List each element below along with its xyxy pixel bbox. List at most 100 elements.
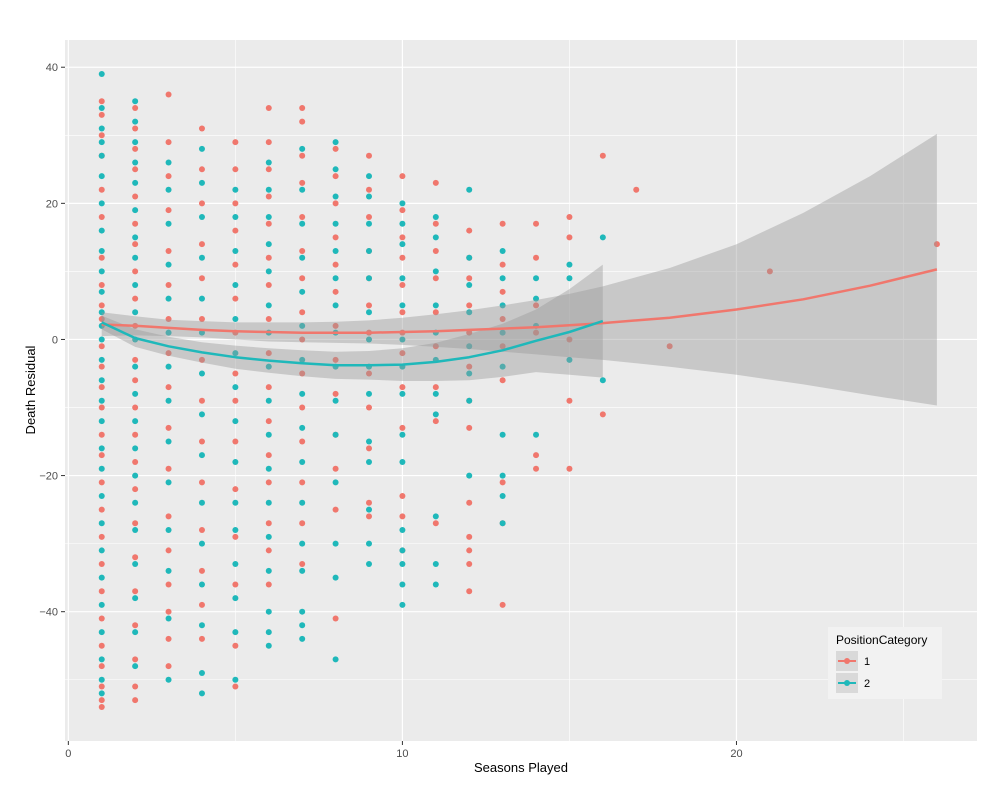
data-point-series-2: [366, 506, 372, 513]
data-point-series-2: [198, 411, 205, 418]
data-point-series-1: [132, 404, 139, 411]
data-point-series-1: [132, 295, 139, 302]
data-point-series-2: [366, 390, 372, 397]
data-point-series-2: [265, 186, 272, 193]
data-point-series-1: [366, 404, 372, 411]
data-point-series-1: [198, 125, 205, 132]
data-point-series-2: [132, 363, 139, 370]
data-point-series-1: [366, 499, 372, 506]
legend-key-2: [836, 673, 858, 693]
data-point-series-1: [165, 282, 172, 289]
data-point-series-2: [98, 356, 105, 363]
data-point-series-2: [232, 458, 239, 465]
data-point-series-1: [265, 282, 272, 289]
data-point-series-2: [499, 275, 506, 282]
data-point-series-2: [198, 295, 205, 302]
data-point-series-1: [533, 465, 540, 472]
data-point-series-1: [132, 193, 139, 200]
data-point-series-1: [132, 125, 139, 132]
data-point-series-2: [332, 540, 339, 547]
data-point-series-2: [98, 200, 105, 207]
data-point-series-1: [98, 302, 105, 309]
data-point-series-2: [299, 499, 306, 506]
data-point-series-2: [432, 268, 439, 275]
data-point-series-1: [132, 166, 139, 173]
data-point-series-1: [198, 479, 205, 486]
data-point-series-2: [366, 247, 372, 254]
x-axis-title: Seasons Played: [474, 760, 568, 775]
data-point-series-2: [366, 193, 372, 200]
data-point-series-1: [165, 635, 172, 642]
data-point-series-2: [165, 186, 172, 193]
data-point-series-1: [533, 329, 540, 336]
data-point-series-1: [98, 316, 105, 323]
y-tick-label: 20: [46, 198, 58, 210]
data-point-series-2: [466, 472, 473, 479]
data-point-series-1: [299, 247, 306, 254]
data-point-series-2: [232, 213, 239, 220]
data-point-series-2: [98, 227, 105, 234]
data-point-series-1: [332, 200, 339, 207]
data-point-series-1: [265, 316, 272, 323]
data-point-series-1: [599, 411, 606, 418]
data-point-series-1: [265, 418, 272, 425]
data-point-series-1: [466, 561, 473, 568]
data-point-series-2: [232, 595, 239, 602]
data-point-series-1: [299, 152, 306, 159]
data-point-series-1: [432, 520, 439, 527]
data-point-series-2: [132, 139, 139, 146]
data-point-series-2: [98, 139, 105, 146]
data-point-series-1: [299, 336, 306, 343]
data-point-series-1: [98, 479, 105, 486]
data-point-series-2: [198, 452, 205, 459]
data-point-series-2: [98, 309, 105, 316]
data-point-series-2: [466, 309, 473, 316]
minor-gridlines: [65, 40, 977, 741]
data-point-series-1: [232, 642, 239, 649]
data-point-series-2: [132, 561, 139, 568]
data-point-series-1: [98, 663, 105, 670]
data-point-series-2: [499, 363, 506, 370]
data-point-series-2: [332, 166, 339, 173]
data-point-series-2: [198, 499, 205, 506]
data-point-series-1: [332, 145, 339, 152]
data-point-series-1: [265, 220, 272, 227]
data-point-series-1: [165, 91, 172, 98]
data-point-series-2: [165, 159, 172, 166]
data-point-series-2: [198, 581, 205, 588]
plot-panel: [65, 40, 977, 741]
data-point-series-2: [432, 302, 439, 309]
data-point-series-1: [265, 479, 272, 486]
data-point-series-1: [366, 186, 372, 193]
legend-key-1: [836, 651, 858, 671]
data-point-series-1: [98, 98, 105, 105]
data-point-series-1: [165, 350, 172, 357]
data-point-series-2: [165, 363, 172, 370]
data-point-series-2: [98, 445, 105, 452]
data-point-series-1: [98, 404, 105, 411]
data-point-series-1: [399, 424, 406, 431]
data-point-series-1: [165, 173, 172, 180]
data-point-series-1: [265, 452, 272, 459]
data-point-series-1: [332, 615, 339, 622]
data-point-series-2: [399, 547, 406, 554]
data-point-series-2: [132, 254, 139, 261]
data-point-series-2: [198, 540, 205, 547]
data-point-series-1: [432, 247, 439, 254]
data-point-series-2: [98, 336, 105, 343]
data-point-series-1: [566, 465, 573, 472]
legend-key-2-dot: [844, 680, 850, 686]
data-point-series-1: [332, 465, 339, 472]
data-point-series-2: [399, 390, 406, 397]
data-point-series-2: [432, 411, 439, 418]
data-point-series-2: [466, 186, 473, 193]
data-point-series-1: [232, 397, 239, 404]
data-point-series-1: [98, 282, 105, 289]
data-point-series-1: [399, 207, 406, 214]
data-point-series-2: [366, 540, 372, 547]
data-point-series-1: [165, 547, 172, 554]
data-point-series-1: [366, 302, 372, 309]
data-point-series-1: [132, 697, 139, 704]
data-point-series-2: [265, 567, 272, 574]
data-point-series-2: [132, 527, 139, 534]
